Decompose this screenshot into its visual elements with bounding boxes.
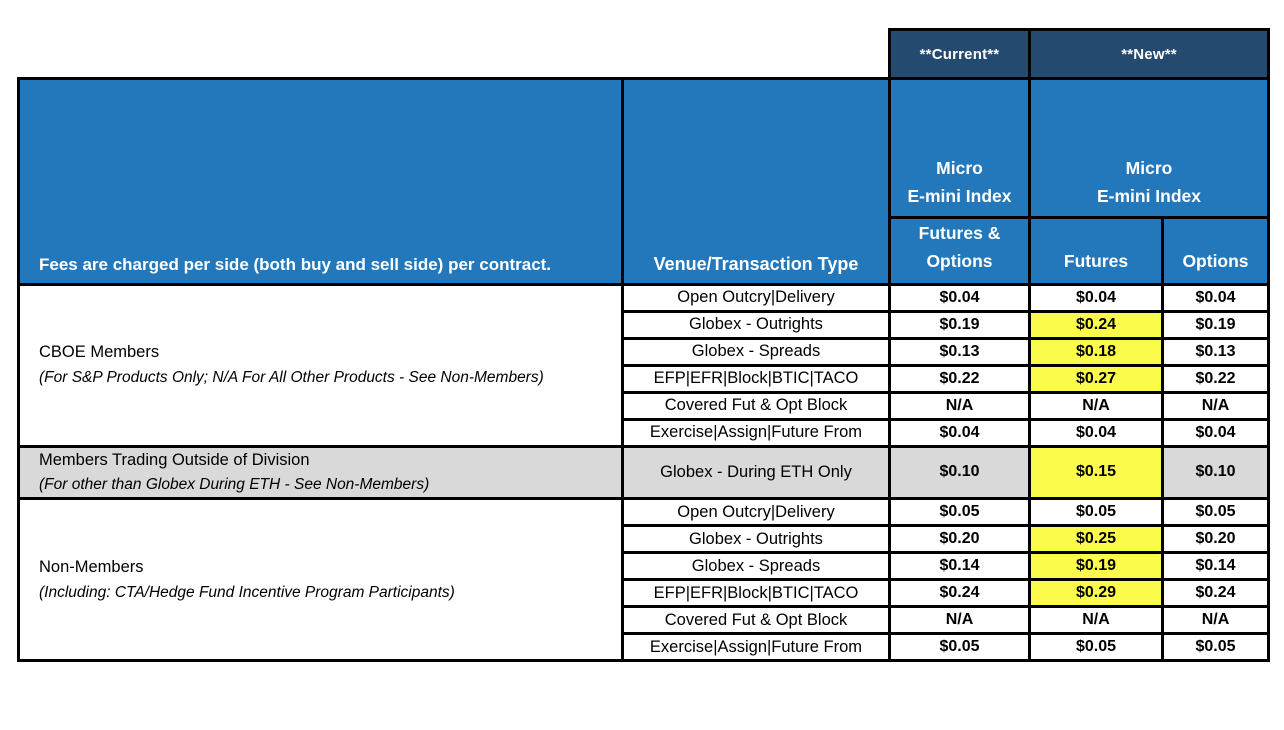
section-note: (Including: CTA/Hedge Fund Incentive Pro… — [39, 583, 455, 601]
section-label-cell: Non-Members (Including: CTA/Hedge Fund I… — [17, 497, 624, 663]
venue-cell: Open Outcry|Delivery — [621, 282, 891, 313]
section-note: (For other than Globex During ETH - See … — [39, 476, 430, 494]
new-futures-fee-cell: $0.05 — [1028, 497, 1164, 528]
new-options-fee-cell: N/A — [1161, 390, 1270, 421]
current-fee-cell: $0.10 — [888, 444, 1031, 501]
new-futures-fee-cell: $0.15 — [1028, 444, 1164, 501]
current-fee-cell: $0.20 — [888, 524, 1031, 555]
new-product-line2: E-mini Index — [1096, 186, 1202, 206]
new-product-line1: Micro — [1125, 158, 1173, 178]
new-header-cell: **New** — [1028, 28, 1270, 80]
current-fee-cell: $0.05 — [888, 497, 1031, 528]
venue-cell: Covered Fut & Opt Block — [621, 390, 891, 421]
current-product-cell: Micro E-mini Index — [888, 77, 1031, 219]
new-options-fee-cell: N/A — [1161, 605, 1270, 636]
new-futures-fee-cell: $0.24 — [1028, 309, 1164, 340]
venue-cell: Covered Fut & Opt Block — [621, 605, 891, 636]
current-fee-cell: N/A — [888, 390, 1031, 421]
venue-cell: Exercise|Assign|Future From — [621, 632, 891, 663]
current-fee-cell: $0.14 — [888, 551, 1031, 582]
spacer-cell — [18, 29, 623, 79]
table-row: Globex - Outrights $0.19 $0.24 $0.19 — [19, 309, 1270, 340]
venue-cell: Globex - Spreads — [621, 336, 891, 367]
table-row: CBOE Members (For S&P Products Only; N/A… — [17, 282, 1270, 448]
section-label-cell: CBOE Members (For S&P Products Only; N/A… — [17, 282, 624, 448]
section-note: (For S&P Products Only; N/A For All Othe… — [39, 368, 544, 386]
spacer-cell — [622, 29, 890, 79]
current-fee-cell: $0.22 — [888, 363, 1031, 394]
new-options-fee-cell: $0.05 — [1161, 497, 1270, 528]
table-row: Exercise|Assign|Future From $0.05 $0.05 … — [19, 632, 1270, 663]
new-futures-fee-cell: $0.18 — [1028, 336, 1164, 367]
current-subheader-line1: Futures & — [918, 223, 1001, 243]
new-futures-fee-cell: $0.05 — [1028, 632, 1164, 663]
current-fee-cell: $0.19 — [888, 309, 1031, 340]
new-product-cell: Micro E-mini Index — [1028, 77, 1270, 219]
table-row: Globex - Spreads $0.13 $0.18 $0.13 — [19, 336, 1270, 367]
venue-cell: EFP|EFR|Block|BTIC|TACO — [621, 578, 891, 609]
current-fee-cell: N/A — [888, 605, 1031, 636]
current-subheader-cell: Futures & Options — [888, 216, 1031, 286]
new-futures-fee-cell: $0.04 — [1028, 282, 1164, 313]
new-options-fee-cell: $0.19 — [1161, 309, 1270, 340]
table-row: EFP|EFR|Block|BTIC|TACO $0.24 $0.29 $0.2… — [19, 578, 1270, 609]
table-row: Covered Fut & Opt Block N/A N/A N/A — [19, 390, 1270, 421]
new-options-fee-cell: $0.22 — [1161, 363, 1270, 394]
venue-cell: Globex - During ETH Only — [621, 444, 891, 501]
new-futures-fee-cell: N/A — [1028, 390, 1164, 421]
venue-cell: Exercise|Assign|Future From — [621, 417, 891, 448]
new-options-fee-cell: $0.13 — [1161, 336, 1270, 367]
current-product-line2: E-mini Index — [907, 186, 1012, 206]
venue-cell: Globex - Outrights — [621, 309, 891, 340]
current-fee-cell: $0.05 — [888, 632, 1031, 663]
new-futures-fee-cell: $0.25 — [1028, 524, 1164, 555]
subheader-row: Futures & Options Futures Options — [19, 216, 1270, 286]
new-options-fee-cell: $0.24 — [1161, 578, 1270, 609]
new-options-subheader-cell: Options — [1161, 216, 1270, 286]
section-name: Members Trading Outside of Division — [39, 450, 310, 469]
current-header-cell: **Current** — [888, 28, 1031, 80]
venue-cell: EFP|EFR|Block|BTIC|TACO — [621, 363, 891, 394]
section-name: CBOE Members — [39, 343, 160, 362]
new-futures-subheader-cell: Futures — [1028, 216, 1164, 286]
new-options-fee-cell: $0.20 — [1161, 524, 1270, 555]
current-product-line1: Micro — [936, 158, 983, 178]
venue-cell: Open Outcry|Delivery — [621, 497, 891, 528]
new-futures-fee-cell: $0.27 — [1028, 363, 1164, 394]
fees-note-cell: Fees are charged per side (both buy and … — [17, 77, 624, 286]
new-options-fee-cell: $0.10 — [1161, 444, 1270, 501]
current-fee-cell: $0.13 — [888, 336, 1031, 367]
new-futures-fee-cell: N/A — [1028, 605, 1164, 636]
current-fee-cell: $0.24 — [888, 578, 1031, 609]
current-fee-cell: $0.04 — [888, 417, 1031, 448]
new-options-fee-cell: $0.04 — [1161, 417, 1270, 448]
table-row: Members Trading Outside of Division (For… — [17, 444, 1270, 501]
current-subheader-line2: Options — [926, 251, 993, 272]
new-options-fee-cell: $0.14 — [1161, 551, 1270, 582]
new-futures-fee-cell: $0.04 — [1028, 417, 1164, 448]
table-row: Globex - Spreads $0.14 $0.19 $0.14 — [19, 551, 1270, 582]
new-futures-fee-cell: $0.29 — [1028, 578, 1164, 609]
fee-schedule-table: **Current** **New** Fees are charged per… — [17, 28, 1270, 663]
venue-cell: Globex - Spreads — [621, 551, 891, 582]
table-row: Covered Fut & Opt Block N/A N/A N/A — [19, 605, 1270, 636]
new-futures-fee-cell: $0.19 — [1028, 551, 1164, 582]
new-options-fee-cell: $0.05 — [1161, 632, 1270, 663]
section-label-cell: Members Trading Outside of Division (For… — [17, 444, 624, 501]
venue-cell: Globex - Outrights — [621, 524, 891, 555]
table-row: EFP|EFR|Block|BTIC|TACO $0.22 $0.27 $0.2… — [19, 363, 1270, 394]
table-row: Globex - Outrights $0.20 $0.25 $0.20 — [19, 524, 1270, 555]
table-row: Non-Members (Including: CTA/Hedge Fund I… — [17, 497, 1270, 663]
venue-type-header-cell: Venue/Transaction Type — [621, 77, 891, 286]
current-fee-cell: $0.04 — [888, 282, 1031, 313]
current-new-header-row: **Current** **New** — [18, 28, 1270, 80]
fee-table-body: **Current** **New** Fees are charged per… — [17, 28, 1270, 663]
table-row: Exercise|Assign|Future From $0.04 $0.04 … — [19, 417, 1270, 448]
product-header-row: Fees are charged per side (both buy and … — [17, 77, 1270, 286]
section-name: Non-Members — [39, 557, 144, 576]
new-options-fee-cell: $0.04 — [1161, 282, 1270, 313]
